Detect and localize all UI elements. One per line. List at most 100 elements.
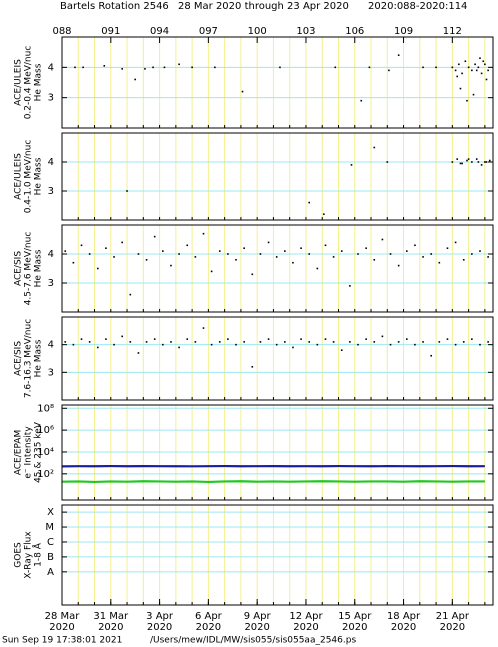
data-point bbox=[284, 250, 286, 252]
data-point bbox=[471, 338, 473, 340]
data-point bbox=[357, 343, 359, 346]
data-point bbox=[482, 60, 485, 63]
data-point bbox=[72, 261, 75, 264]
data-point bbox=[406, 250, 408, 252]
data-point bbox=[462, 259, 465, 261]
data-point bbox=[487, 256, 489, 258]
x-tick-year: 2020 bbox=[147, 622, 172, 633]
data-point bbox=[137, 352, 140, 354]
data-point bbox=[389, 343, 392, 346]
data-point bbox=[349, 341, 351, 343]
data-point bbox=[422, 66, 424, 69]
data-point bbox=[113, 256, 115, 258]
data-point bbox=[214, 66, 216, 69]
data-point bbox=[388, 69, 390, 72]
top-tick-label: 112 bbox=[443, 26, 462, 37]
data-point bbox=[308, 201, 311, 204]
y-axis-label: ACE/ULEIS bbox=[14, 153, 24, 200]
data-point bbox=[103, 65, 106, 67]
panel-frame bbox=[61, 316, 494, 401]
series-line bbox=[61, 480, 485, 484]
y-axis-label: e⁻ Intensity bbox=[24, 426, 34, 479]
data-point bbox=[129, 341, 132, 343]
data-point bbox=[259, 253, 262, 255]
y-tick-label: 10⁶ bbox=[37, 425, 54, 436]
data-point bbox=[480, 72, 483, 75]
title: Bartels Rotation 2546 bbox=[60, 1, 169, 12]
data-point bbox=[105, 247, 107, 249]
data-point bbox=[64, 341, 67, 343]
data-point bbox=[466, 99, 468, 102]
data-point bbox=[152, 66, 154, 69]
x-tick-year: 2020 bbox=[244, 622, 269, 633]
x-tick-label: 6 Apr bbox=[195, 611, 223, 622]
y-tick-label: 3 bbox=[48, 367, 54, 378]
top-tick-label: 097 bbox=[199, 26, 218, 37]
top-tick-label: 103 bbox=[296, 26, 315, 37]
data-point bbox=[488, 159, 491, 162]
data-point bbox=[178, 253, 180, 255]
x-tick-year: 2020 bbox=[293, 622, 318, 633]
y-tick-label: 4 bbox=[48, 62, 54, 73]
data-point bbox=[487, 69, 489, 72]
top-tick-label: 088 bbox=[52, 26, 71, 37]
y-axis-label: He Mass bbox=[34, 249, 44, 287]
y-axis-label: He Mass bbox=[34, 157, 44, 195]
data-point bbox=[466, 159, 468, 162]
data-point bbox=[235, 343, 237, 346]
data-point bbox=[467, 158, 470, 160]
data-point bbox=[162, 343, 164, 346]
panel-frame bbox=[61, 224, 494, 313]
y-tick-label: 3 bbox=[48, 278, 54, 289]
data-point bbox=[340, 349, 343, 351]
data-point bbox=[373, 341, 376, 343]
data-point bbox=[397, 54, 400, 56]
data-point bbox=[485, 161, 488, 163]
data-point bbox=[82, 66, 84, 69]
data-point bbox=[397, 264, 400, 267]
y-tick-label: 10⁴ bbox=[37, 447, 54, 458]
y-axis-label: ACE/EPAM bbox=[14, 430, 24, 475]
data-point bbox=[267, 338, 270, 340]
data-point bbox=[462, 341, 465, 343]
data-point bbox=[340, 250, 343, 252]
y-axis-label: 4.5-7.6 MeV/nuc bbox=[24, 232, 34, 306]
data-point bbox=[153, 235, 156, 238]
top-tick-label: 100 bbox=[248, 26, 267, 37]
data-point bbox=[464, 60, 467, 63]
data-point bbox=[275, 256, 278, 258]
data-point bbox=[267, 241, 270, 244]
x-tick-year: 2020 bbox=[440, 622, 465, 633]
y-axis-label: 0.4-1.0 MeV/nuc bbox=[24, 140, 34, 214]
data-point bbox=[368, 66, 371, 69]
data-point bbox=[316, 267, 319, 270]
data-point bbox=[144, 68, 146, 70]
y-tick-label: 10² bbox=[37, 469, 54, 480]
data-point bbox=[484, 63, 486, 66]
data-point bbox=[275, 343, 278, 346]
data-point bbox=[456, 75, 459, 78]
data-point bbox=[479, 250, 481, 252]
data-point bbox=[210, 343, 213, 346]
data-point bbox=[126, 190, 128, 192]
data-point bbox=[279, 66, 281, 69]
data-point bbox=[227, 253, 229, 255]
panel-frame bbox=[61, 404, 494, 501]
doy-range: 2020:088-2020:114 bbox=[368, 1, 467, 12]
data-point bbox=[422, 256, 424, 258]
data-point bbox=[456, 158, 459, 160]
data-point bbox=[316, 343, 319, 346]
data-point bbox=[178, 346, 180, 349]
data-point bbox=[485, 78, 488, 81]
data-point bbox=[88, 253, 91, 255]
data-point bbox=[308, 253, 311, 255]
y-axis-label: ACE/ULEIS bbox=[14, 59, 24, 106]
data-point bbox=[332, 341, 335, 343]
data-point bbox=[406, 338, 408, 340]
data-point bbox=[170, 341, 172, 343]
data-point bbox=[235, 259, 237, 261]
x-tick-label: 21 Apr bbox=[436, 611, 470, 622]
data-point bbox=[162, 250, 164, 252]
top-tick-label: 094 bbox=[150, 26, 169, 37]
